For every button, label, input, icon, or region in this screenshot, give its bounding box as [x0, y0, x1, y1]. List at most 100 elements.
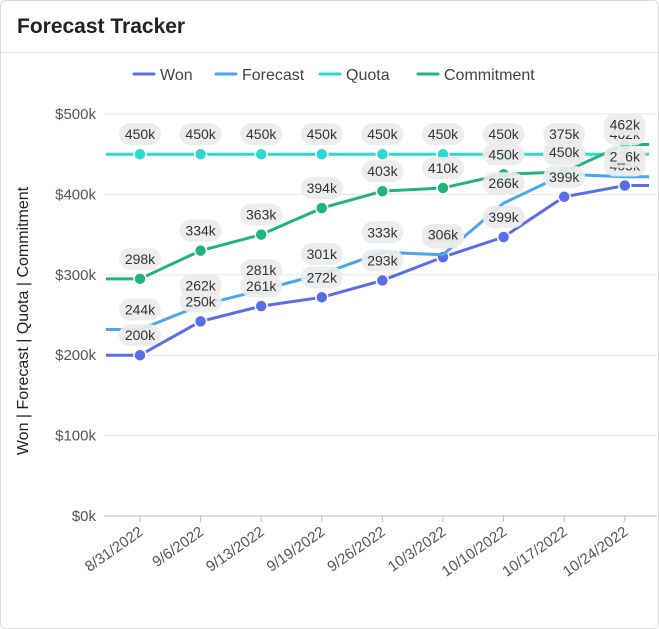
- data-label-bg: [119, 247, 161, 270]
- data-label: 244k: [125, 301, 156, 317]
- data-label-bg: [603, 113, 646, 136]
- data-label-bg: [482, 143, 525, 166]
- data-label-bg: [482, 123, 525, 146]
- y-tick-label: $200k: [55, 347, 96, 364]
- data-label-bg: [300, 177, 343, 200]
- data-point[interactable]: [133, 147, 147, 161]
- data-point[interactable]: [375, 184, 390, 198]
- data-label-bg: [422, 223, 464, 246]
- data-point[interactable]: [375, 147, 390, 161]
- legend-label: Quota: [346, 67, 390, 84]
- data-label: 450k: [246, 126, 277, 142]
- data-point[interactable]: [375, 273, 390, 288]
- data-label: 450k: [185, 126, 216, 142]
- data-label-bg: [179, 219, 222, 242]
- data-label: 261k: [246, 278, 277, 294]
- y-tick-label: $400k: [55, 186, 96, 203]
- data-label-bg: [422, 123, 464, 146]
- data-label-bg: [119, 298, 161, 321]
- data-label: 450k: [307, 126, 338, 142]
- legend-label: Commitment: [444, 67, 535, 84]
- data-label-bg: [179, 274, 222, 297]
- data-point[interactable]: [193, 147, 208, 161]
- data-label-bg: [119, 324, 161, 347]
- data-label: 363k: [246, 207, 277, 223]
- data-labels: 200k250k261k272k293k306k399k399k405k244k…: [119, 113, 646, 347]
- data-label-bg: [361, 221, 404, 244]
- data-label-bg: [482, 206, 525, 229]
- data-point[interactable]: [193, 314, 208, 329]
- data-label-bg: [543, 123, 586, 146]
- data-point[interactable]: [254, 147, 268, 161]
- legend: Won Forecast Quota Commitment: [132, 67, 535, 84]
- data-label: 450k: [488, 146, 519, 162]
- data-label: 450k: [549, 144, 580, 160]
- y-tick-label: $100k: [55, 428, 96, 445]
- legend-label: Forecast: [242, 67, 305, 84]
- data-label-bg: [482, 172, 525, 195]
- data-label: 333k: [367, 224, 398, 240]
- data-label-bg: [240, 259, 283, 282]
- data-label: 450k: [428, 126, 459, 142]
- data-label: 403k: [367, 163, 398, 179]
- data-label-bg: [300, 242, 343, 265]
- x-tick-label: 10/24/2022: [560, 523, 631, 580]
- data-point[interactable]: [496, 230, 511, 244]
- data-label-bg: [543, 140, 586, 163]
- data-label: 410k: [428, 160, 459, 176]
- y-axis-title: Won | Forecast | Quota | Commitment: [15, 186, 32, 455]
- data-label: 200k: [125, 327, 156, 343]
- data-label: 450k: [488, 126, 519, 142]
- data-label-bg: [300, 123, 343, 146]
- card-title: Forecast Tracker: [17, 14, 186, 38]
- data-label: 281k: [246, 262, 277, 278]
- x-tick-label: 9/6/2022: [149, 523, 207, 570]
- data-label: 301k: [307, 246, 338, 262]
- data-label: 394k: [307, 180, 338, 196]
- data-label-bg: [361, 160, 404, 183]
- data-label-bg: [603, 145, 646, 168]
- data-point[interactable]: [315, 147, 329, 161]
- data-point[interactable]: [436, 181, 450, 195]
- data-label-bg: [240, 123, 283, 146]
- x-tick-label: 10/17/2022: [499, 523, 570, 580]
- card-header: Forecast Tracker: [1, 1, 658, 53]
- data-label-bg: [300, 266, 343, 289]
- x-tick-label: 9/26/2022: [324, 523, 388, 575]
- data-label: 262k: [185, 277, 216, 293]
- data-label: 250k: [185, 293, 216, 309]
- data-label-bg: [361, 123, 404, 146]
- data-point[interactable]: [254, 299, 268, 313]
- data-label: 306k: [428, 227, 459, 243]
- data-point[interactable]: [315, 290, 329, 305]
- data-label: 399k: [488, 209, 519, 225]
- data-label: 293k: [367, 252, 398, 268]
- data-point[interactable]: [315, 201, 329, 215]
- data-label-bg: [422, 156, 464, 179]
- data-label: 2_6k: [610, 149, 641, 165]
- data-label: 298k: [125, 251, 156, 267]
- data-point[interactable]: [133, 272, 147, 286]
- x-tick-label: 10/10/2022: [439, 523, 510, 580]
- x-tick-label: 9/13/2022: [203, 523, 267, 575]
- data-label: 375k: [549, 126, 580, 142]
- data-point[interactable]: [557, 190, 571, 204]
- data-label: 450k: [367, 126, 398, 142]
- data-label: 272k: [307, 269, 338, 285]
- y-tick-label: $0k: [72, 508, 97, 525]
- y-tick-label: $500k: [55, 106, 96, 123]
- data-label-bg: [543, 165, 586, 188]
- x-tick-label: 8/31/2022: [82, 523, 146, 575]
- legend-label: Won: [160, 67, 193, 84]
- data-label: 450k: [125, 126, 156, 142]
- data-label: 334k: [185, 223, 216, 239]
- y-tick-label: $300k: [55, 267, 96, 284]
- data-label: 399k: [549, 169, 580, 185]
- data-point[interactable]: [618, 178, 632, 193]
- data-point[interactable]: [193, 243, 208, 258]
- data-label-bg: [179, 123, 222, 146]
- data-point[interactable]: [254, 227, 268, 242]
- data-point[interactable]: [133, 348, 147, 362]
